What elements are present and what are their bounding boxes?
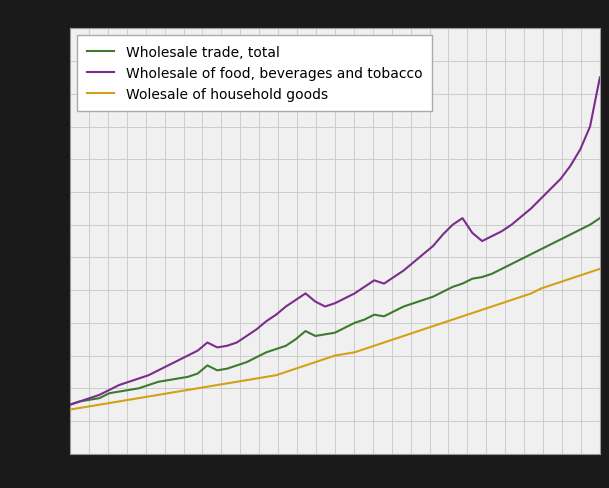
Wholesale trade, total: [537, 247, 544, 253]
Wholesale trade, total: [164, 377, 172, 383]
Wolesale of household goods: [596, 266, 604, 272]
Line: Wholesale of food, beverages and tobacco: Wholesale of food, beverages and tobacco: [70, 78, 600, 405]
Wholesale trade, total: [66, 402, 74, 408]
Wolesale of household goods: [262, 374, 270, 380]
Wholesale of food, beverages and tobacco: [194, 348, 201, 354]
Wholesale of food, beverages and tobacco: [596, 75, 604, 81]
Legend: Wholesale trade, total, Wholesale of food, beverages and tobacco, Wolesale of ho: Wholesale trade, total, Wholesale of foo…: [77, 36, 432, 111]
Wholesale of food, beverages and tobacco: [164, 363, 172, 368]
Wholesale of food, beverages and tobacco: [537, 196, 544, 202]
Wholesale trade, total: [262, 350, 270, 356]
Line: Wolesale of household goods: Wolesale of household goods: [70, 269, 600, 410]
Wholesale of food, beverages and tobacco: [586, 124, 594, 130]
Wolesale of household goods: [66, 407, 74, 413]
Line: Wholesale trade, total: Wholesale trade, total: [70, 219, 600, 405]
Wholesale trade, total: [125, 387, 133, 393]
Wolesale of household goods: [586, 270, 594, 276]
Wolesale of household goods: [194, 386, 201, 391]
Wolesale of household goods: [125, 397, 133, 403]
Wholesale trade, total: [586, 223, 594, 228]
Wolesale of household goods: [537, 286, 544, 292]
Wholesale of food, beverages and tobacco: [262, 319, 270, 325]
Wholesale trade, total: [596, 216, 604, 222]
Wolesale of household goods: [164, 390, 172, 396]
Wholesale of food, beverages and tobacco: [66, 402, 74, 408]
Wholesale of food, beverages and tobacco: [125, 379, 133, 385]
Wholesale trade, total: [194, 371, 201, 377]
